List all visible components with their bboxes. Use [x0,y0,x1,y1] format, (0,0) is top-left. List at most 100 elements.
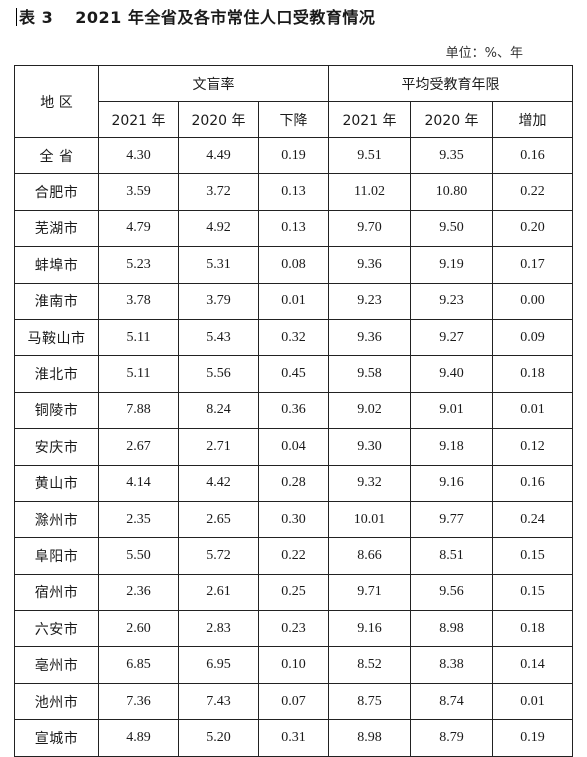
value-cell: 2.35 [98,500,179,539]
region-cell: 宣城市 [14,719,99,757]
value-cell: 2.61 [178,573,259,612]
value-cell: 8.24 [178,391,259,430]
value-cell: 4.79 [98,209,179,248]
table-row: 蚌埠市 5.23 5.31 0.08 9.36 9.19 0.17 [14,246,574,284]
value-cell: 9.32 [328,464,412,502]
value-cell: 0.01 [492,682,574,721]
value-cell: 4.14 [98,464,179,502]
value-cell: 10.80 [410,173,494,211]
value-cell: 8.51 [410,537,494,575]
value-cell: 9.36 [328,318,412,357]
value-cell: 0.19 [257,136,330,175]
table-title: 表 3 2021 年全省及各市常住人口受教育情况 [16,4,375,28]
table-row: 宿州市 2.36 2.61 0.25 9.71 9.56 0.15 [14,573,574,612]
region-cell: 芜湖市 [14,209,99,248]
value-cell: 9.23 [410,282,494,320]
value-cell: 5.43 [178,318,259,357]
value-cell: 3.72 [178,173,259,211]
value-cell: 4.49 [178,136,259,175]
value-cell: 9.02 [328,391,412,430]
value-cell: 0.24 [492,500,574,539]
value-cell: 9.16 [328,610,412,648]
table-row: 全 省 4.30 4.49 0.19 9.51 9.35 0.16 [14,136,574,175]
value-cell: 5.50 [98,537,179,575]
value-cell: 5.56 [178,355,259,393]
education-table: 地 区 文盲率 平均受教育年限 2021 年 2020 年 下降 2021 年 … [14,65,574,757]
value-cell: 0.15 [492,573,574,612]
value-cell: 0.28 [257,464,330,502]
region-cell: 池州市 [14,682,99,721]
value-cell: 0.20 [492,209,574,248]
value-cell: 8.74 [410,682,494,721]
value-cell: 0.08 [257,246,330,284]
value-cell: 3.79 [178,282,259,320]
value-cell: 9.71 [328,573,412,612]
value-cell: 0.00 [492,282,574,320]
value-cell: 0.15 [492,537,574,575]
value-cell: 9.30 [328,428,412,466]
value-cell: 2.83 [178,610,259,648]
region-cell: 阜阳市 [14,537,99,575]
value-cell: 0.30 [257,500,330,539]
value-cell: 0.13 [257,173,330,211]
header-increase: 增加 [492,101,574,138]
table-row: 淮北市 5.11 5.56 0.45 9.58 9.40 0.18 [14,355,574,393]
value-cell: 7.43 [178,682,259,721]
value-cell: 0.01 [492,391,574,430]
value-cell: 5.11 [98,318,179,357]
value-cell: 0.25 [257,573,330,612]
value-cell: 0.36 [257,391,330,430]
value-cell: 4.92 [178,209,259,248]
value-cell: 4.42 [178,464,259,502]
value-cell: 0.18 [492,610,574,648]
header-region: 地 区 [14,65,99,138]
value-cell: 9.70 [328,209,412,248]
region-cell: 宿州市 [14,573,99,612]
table-row: 芜湖市 4.79 4.92 0.13 9.70 9.50 0.20 [14,209,574,248]
header-2021-rate: 2021 年 [98,101,179,138]
table-row: 亳州市 6.85 6.95 0.10 8.52 8.38 0.14 [14,646,574,684]
value-cell: 0.45 [257,355,330,393]
value-cell: 8.98 [410,610,494,648]
unit-note: 单位：%、年 [445,46,523,61]
value-cell: 9.27 [410,318,494,357]
value-cell: 9.36 [328,246,412,284]
table-row: 六安市 2.60 2.83 0.23 9.16 8.98 0.18 [14,610,574,648]
table-caption: 2021 年全省及各市常住人口受教育情况 [75,8,376,27]
header-decrease: 下降 [257,101,330,138]
value-cell: 9.18 [410,428,494,466]
value-cell: 7.88 [98,391,179,430]
value-cell: 0.18 [492,355,574,393]
value-cell: 3.59 [98,173,179,211]
value-cell: 2.71 [178,428,259,466]
value-cell: 0.22 [492,173,574,211]
value-cell: 9.35 [410,136,494,175]
value-cell: 2.65 [178,500,259,539]
value-cell: 8.52 [328,646,412,684]
table-row: 淮南市 3.78 3.79 0.01 9.23 9.23 0.00 [14,282,574,320]
table-row: 黄山市 4.14 4.42 0.28 9.32 9.16 0.16 [14,464,574,502]
value-cell: 2.60 [98,610,179,648]
value-cell: 0.10 [257,646,330,684]
text-cursor [16,8,17,26]
value-cell: 0.17 [492,246,574,284]
value-cell: 9.19 [410,246,494,284]
value-cell: 8.66 [328,537,412,575]
table-row: 合肥市 3.59 3.72 0.13 11.02 10.80 0.22 [14,173,574,211]
table-row: 安庆市 2.67 2.71 0.04 9.30 9.18 0.12 [14,428,574,466]
value-cell: 0.04 [257,428,330,466]
region-cell: 六安市 [14,610,99,648]
value-cell: 4.30 [98,136,179,175]
value-cell: 10.01 [328,500,412,539]
region-cell: 黄山市 [14,464,99,502]
header-avg-schooling-years: 平均受教育年限 [328,65,574,102]
header-illiteracy-rate: 文盲率 [97,65,330,102]
value-cell: 0.16 [492,464,574,502]
value-cell: 9.16 [410,464,494,502]
value-cell: 5.20 [178,719,259,757]
value-cell: 5.72 [178,537,259,575]
table-row: 池州市 7.36 7.43 0.07 8.75 8.74 0.01 [14,682,574,721]
region-cell: 铜陵市 [14,391,99,430]
value-cell: 0.13 [257,209,330,248]
value-cell: 2.67 [98,428,179,466]
